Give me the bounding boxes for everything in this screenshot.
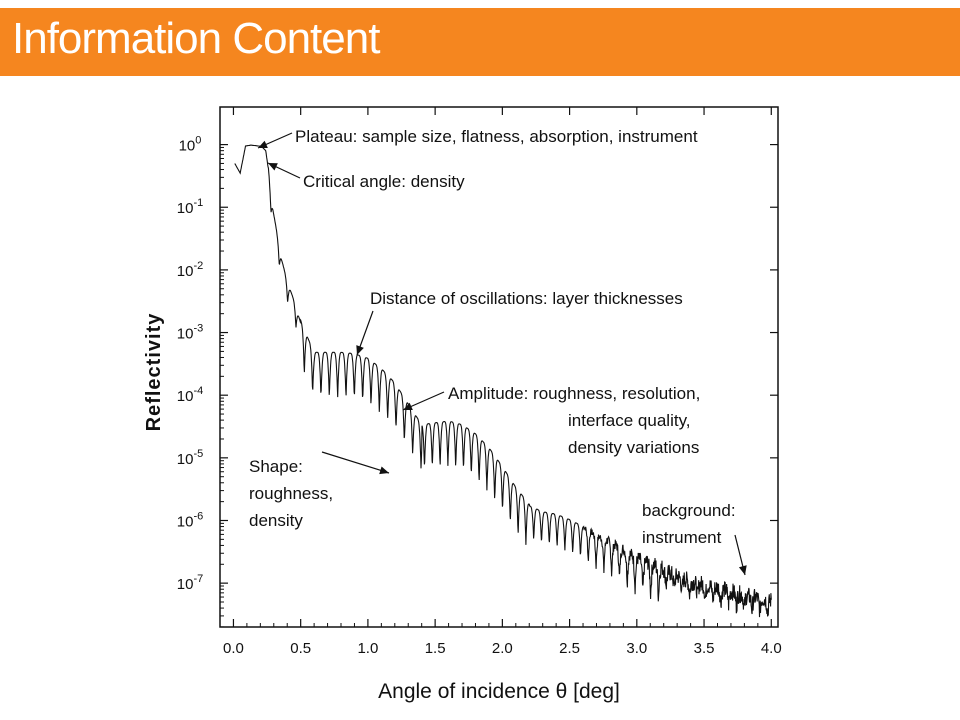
annotation-arrowhead-plateau: [258, 140, 268, 149]
annotation-arrowhead-oscillations: [356, 345, 364, 355]
y-tick-label: 10-4: [177, 385, 203, 405]
x-tick-label: 4.0: [761, 640, 782, 657]
annotations: Plateau: sample size, flatness, absorpti…: [249, 127, 747, 576]
annotation-arrowhead-amplitude: [403, 402, 413, 411]
annotation-plateau: Plateau: sample size, flatness, absorpti…: [295, 127, 698, 146]
annotation-critical: Critical angle: density: [303, 172, 465, 191]
y-tick-label: 10-3: [177, 323, 203, 343]
title-bar: Information Content: [0, 8, 960, 76]
x-tick-label: 0.0: [223, 640, 244, 657]
y-tick-label: 100: [179, 135, 202, 155]
reflectivity-curve: [234, 144, 772, 618]
y-tick-label: 10-1: [177, 197, 203, 217]
annotation-arrowhead-shape: [379, 466, 389, 475]
x-tick-label: 0.5: [290, 640, 311, 657]
y-tick-label: 10-6: [177, 510, 203, 530]
x-tick-label: 3.5: [694, 640, 715, 657]
y-tick-label: 10-5: [177, 448, 203, 468]
annotation-background: background:: [642, 501, 736, 520]
x-axis-ticks: 0.0 0.5 1.0 1.5 2.0 2.5 3.0 3.5 4.0: [223, 107, 782, 657]
annotation-amplitude: density variations: [568, 438, 699, 457]
plot-frame: [219, 106, 779, 628]
y-tick-label: 10-2: [177, 260, 203, 280]
annotation-arrowhead-critical: [268, 163, 278, 171]
y-axis-label: Reflectivity: [143, 313, 165, 432]
annotation-arrowhead-background: [738, 565, 747, 575]
slide-title: Information Content: [12, 14, 380, 63]
x-tick-label: 1.0: [357, 640, 378, 657]
annotation-arrow-shape: [321, 451, 390, 474]
x-tick-label: 2.5: [559, 640, 580, 657]
annotation-shape: density: [249, 511, 303, 530]
annotation-shape: roughness,: [249, 484, 333, 503]
y-tick-label: 10-7: [177, 573, 203, 593]
annotation-background: instrument: [642, 528, 722, 547]
annotation-shape: Shape:: [249, 457, 303, 476]
x-axis-label: Angle of incidence θ [deg]: [378, 680, 620, 703]
annotation-amplitude: interface quality,: [568, 411, 691, 430]
x-tick-label: 1.5: [425, 640, 446, 657]
annotation-oscillations: Distance of oscillations: layer thicknes…: [370, 289, 683, 308]
y-axis-ticks: 100 10-1 10-2 10-3 10-4 10-5 10-6 10-7: [177, 135, 778, 628]
annotation-amplitude: Amplitude: roughness, resolution,: [448, 384, 700, 403]
x-tick-label: 3.0: [626, 640, 647, 657]
x-tick-label: 2.0: [492, 640, 513, 657]
